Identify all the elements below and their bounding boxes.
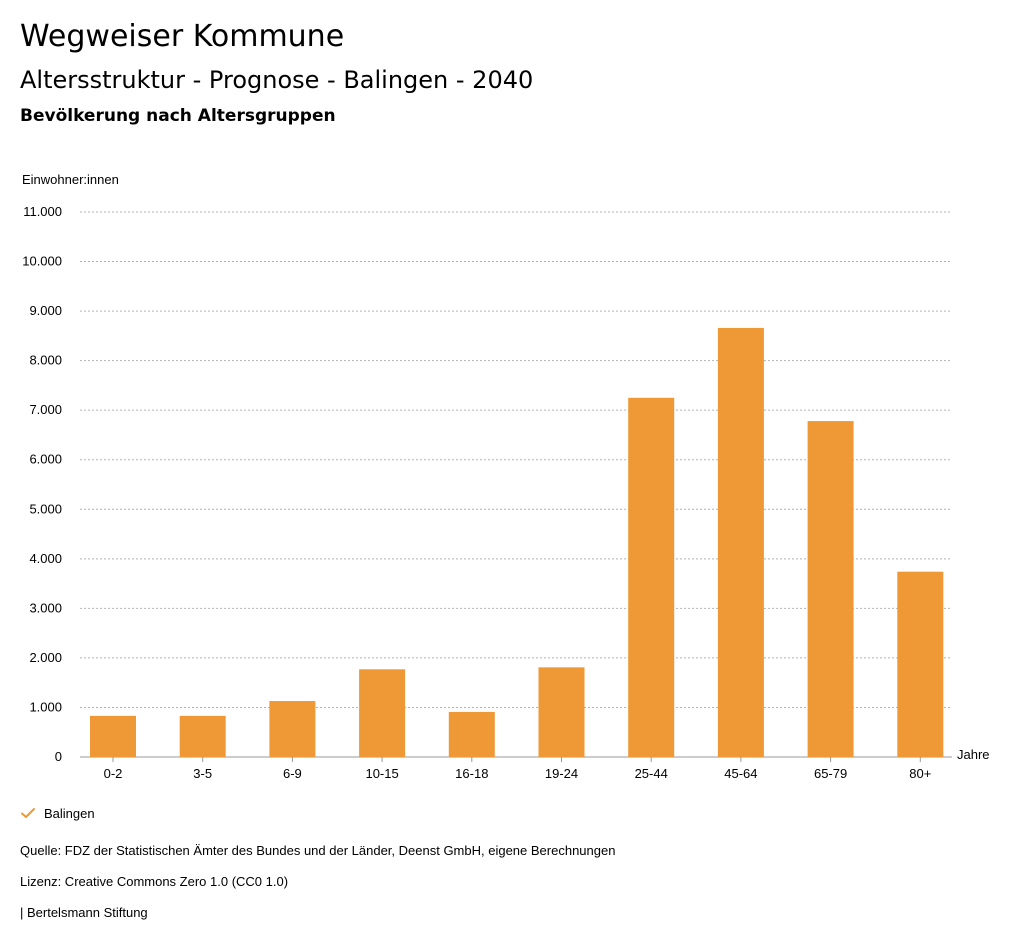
bars [90, 327, 944, 757]
y-axis-label: Einwohner:innen [22, 172, 119, 187]
license-text: Lizenz: Creative Commons Zero 1.0 (CC0 1… [20, 874, 289, 889]
bar-0-2[interactable] [90, 715, 136, 757]
bar-16-18[interactable] [448, 711, 495, 757]
x-tick-label: 0-2 [104, 766, 123, 781]
source-text: Quelle: FDZ der Statistischen Ämter des … [20, 843, 616, 858]
y-tick-label: 11.000 [23, 204, 62, 219]
bar-45-64[interactable] [717, 327, 764, 757]
y-tick-label: 9.000 [29, 303, 62, 318]
x-tick-label: 65-79 [814, 766, 847, 781]
bar-3-5[interactable] [179, 715, 226, 757]
y-tick-label: 6.000 [29, 452, 62, 467]
y-tick-label: 5.000 [29, 501, 62, 516]
bar-19-24[interactable] [538, 667, 585, 757]
x-tick-label: 25-44 [635, 766, 668, 781]
bar-65-79[interactable] [807, 421, 854, 757]
bar-80+[interactable] [897, 571, 944, 757]
x-tick-label: 3-5 [193, 766, 212, 781]
x-tick-label: 6-9 [283, 766, 302, 781]
x-tick-label: 10-15 [365, 766, 398, 781]
check-icon [21, 808, 35, 818]
y-tick-label: 3.000 [29, 600, 62, 615]
bar-6-9[interactable] [269, 701, 316, 757]
x-axis-ticks: 0-2 3-5 6-9 10-15 16-18 19-24 25-44 45-64 65-79 8… [104, 757, 931, 781]
x-axis-label: Jahre [957, 747, 990, 762]
y-tick-label: 1.000 [29, 699, 62, 714]
legend-label: Balingen [44, 805, 95, 821]
bar-chart: Einwohner:innen 0 1.000 2.000 3.000 4.000 5.0… [22, 172, 990, 781]
x-tick-label: 80+ [909, 766, 931, 781]
page-title: Wegweiser Kommune [20, 19, 345, 54]
x-tick-label: 16-18 [455, 766, 488, 781]
y-tick-label: 0 [55, 749, 62, 764]
y-tick-label: 2.000 [29, 650, 62, 665]
y-tick-label: 4.000 [29, 551, 62, 566]
gridlines [80, 211, 952, 758]
bar-25-44[interactable] [628, 397, 675, 757]
chart-subtitle: Altersstruktur - Prognose - Balingen - 2… [20, 66, 534, 94]
chart-caption: Bevölkerung nach Altersgruppen [20, 106, 336, 126]
bar-10-15[interactable] [359, 669, 406, 757]
x-tick-label: 45-64 [724, 766, 757, 781]
publisher-text: | Bertelsmann Stiftung [20, 905, 148, 920]
legend-item-balingen[interactable]: Balingen [20, 802, 95, 824]
y-tick-label: 10.000 [22, 254, 62, 269]
x-tick-label: 19-24 [545, 766, 578, 781]
y-axis-ticks: 0 1.000 2.000 3.000 4.000 5.000 6.000 7.000 8.00… [22, 204, 62, 764]
y-tick-label: 7.000 [29, 402, 62, 417]
y-tick-label: 8.000 [29, 353, 62, 368]
